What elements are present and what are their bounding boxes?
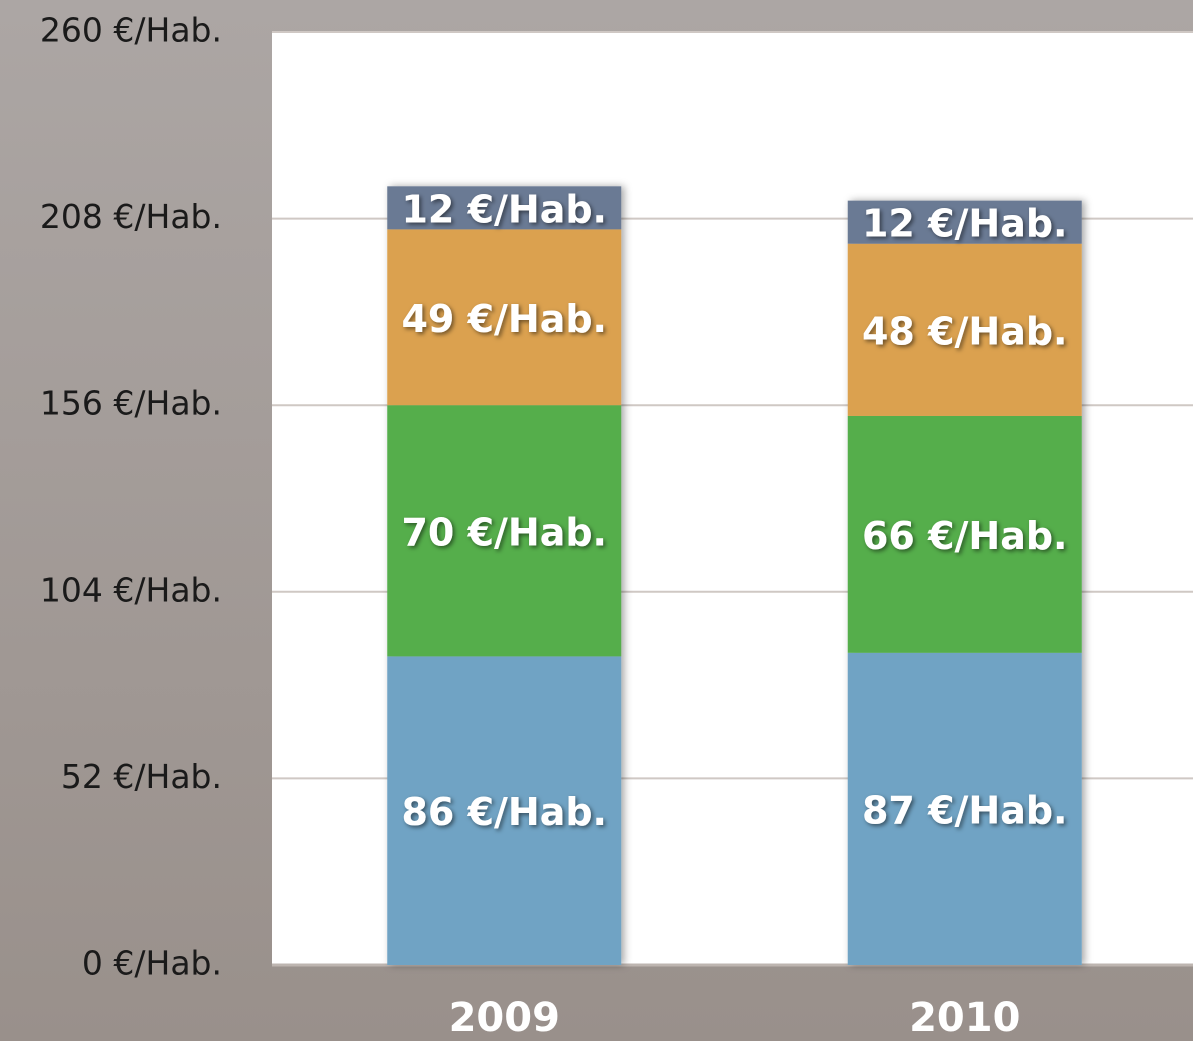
y-tick-label: 260 €/Hab. xyxy=(40,11,222,50)
x-tick-label: 2009 xyxy=(449,995,560,1041)
y-tick-label: 104 €/Hab. xyxy=(40,570,222,609)
y-tick-label: 0 €/Hab. xyxy=(82,944,222,983)
value-label: 12 €/Hab. xyxy=(401,187,607,231)
bar-segment xyxy=(847,200,1082,244)
bar-segment xyxy=(387,405,622,657)
value-label: 49 €/Hab. xyxy=(401,297,607,341)
value-label: 70 €/Hab. xyxy=(401,510,607,554)
value-label: 12 €/Hab. xyxy=(862,202,1068,246)
bars xyxy=(387,186,1082,965)
bar-segment xyxy=(847,652,1082,965)
y-tick-label: 208 €/Hab. xyxy=(40,197,222,236)
bar-segment xyxy=(387,229,622,406)
bar-segment xyxy=(847,243,1082,416)
value-label: 87 €/Hab. xyxy=(862,788,1068,832)
value-label: 66 €/Hab. xyxy=(862,514,1068,558)
bar-segment xyxy=(847,415,1082,653)
bar-segment xyxy=(387,186,622,230)
value-label: 48 €/Hab. xyxy=(862,309,1068,353)
labels: 0 €/Hab. 52 €/Hab. 104 €/Hab. 156 €/Hab. 208… xyxy=(40,11,1068,1041)
bar-segment xyxy=(387,656,622,965)
y-tick-label: 156 €/Hab. xyxy=(40,384,222,423)
y-tick-label: 52 €/Hab. xyxy=(61,757,222,796)
value-label: 86 €/Hab. xyxy=(401,790,607,834)
x-tick-label: 2010 xyxy=(909,995,1020,1041)
